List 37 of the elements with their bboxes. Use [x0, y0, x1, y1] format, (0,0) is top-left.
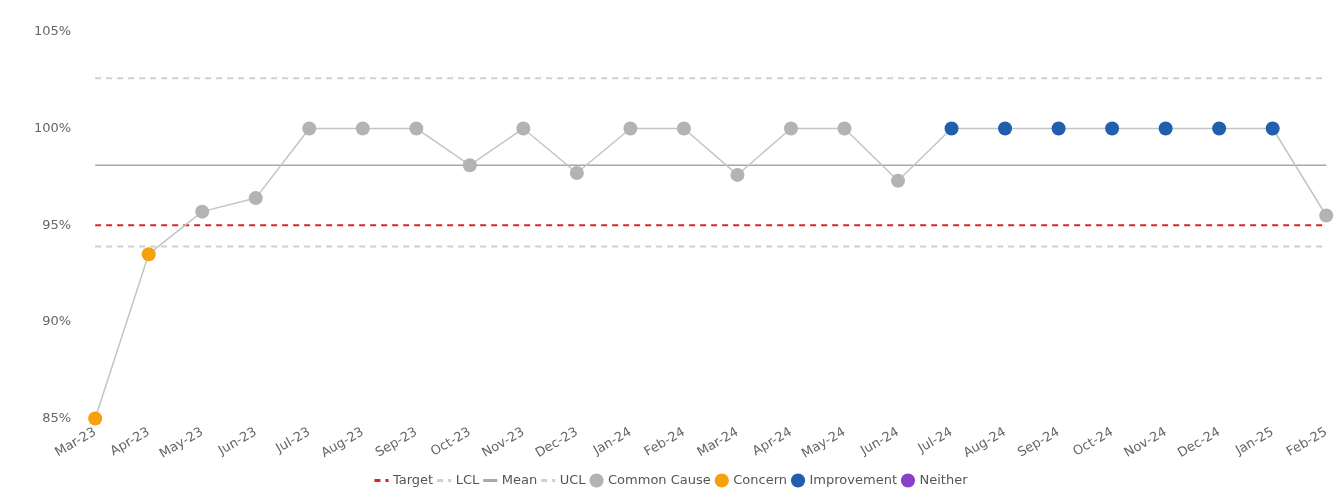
- point: [676, 121, 691, 136]
- point: [1051, 121, 1066, 136]
- point: [1319, 208, 1334, 223]
- point: [248, 191, 263, 206]
- point: [88, 411, 103, 426]
- point: [623, 121, 638, 136]
- point: [195, 204, 210, 219]
- point: [516, 121, 531, 136]
- point: [462, 158, 477, 173]
- point: [944, 121, 959, 136]
- point: [730, 167, 745, 182]
- point: [355, 121, 370, 136]
- legend-label: Concern: [733, 471, 788, 487]
- point: [891, 173, 906, 188]
- point: [837, 121, 852, 136]
- point: [1212, 121, 1227, 136]
- point: [1265, 121, 1280, 136]
- y-tick-label: 90%: [42, 313, 72, 329]
- y-tick-label: 105%: [33, 23, 72, 39]
- legend-label: Target: [392, 471, 434, 487]
- legend-label: Common Cause: [608, 471, 711, 487]
- point: [302, 121, 317, 136]
- y-tick-label: 100%: [33, 119, 72, 135]
- legend-label: LCL: [455, 471, 481, 487]
- point: [569, 165, 584, 180]
- point: [1158, 121, 1173, 136]
- point: [998, 121, 1013, 136]
- legend-label: Neither: [919, 471, 969, 487]
- point: [141, 247, 156, 262]
- legend-label: UCL: [559, 471, 587, 487]
- point: [1105, 121, 1120, 136]
- legend-label: Improvement: [809, 471, 897, 487]
- y-tick-label: 95%: [42, 216, 72, 232]
- y-tick-label: 85%: [42, 409, 72, 425]
- legend-label: Mean: [501, 471, 538, 487]
- point: [783, 121, 798, 136]
- point: [409, 121, 424, 136]
